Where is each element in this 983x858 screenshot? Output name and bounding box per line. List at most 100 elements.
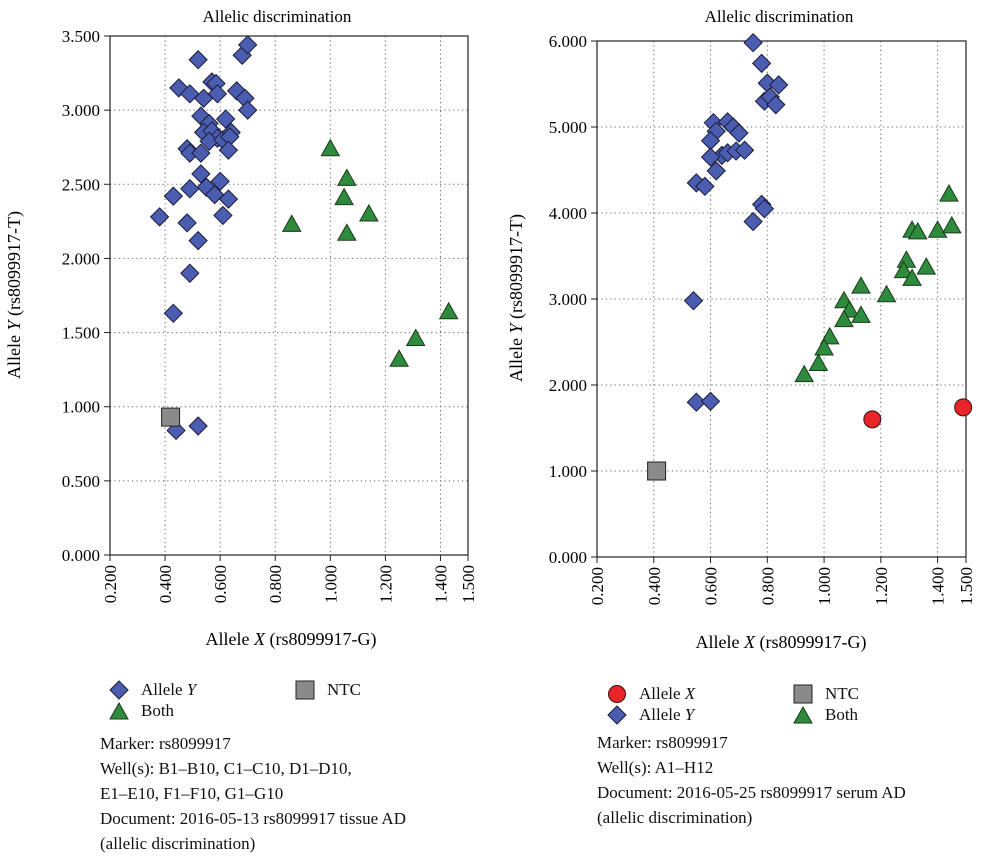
left-point-allele-y (191, 164, 211, 184)
left-point-ntc (161, 407, 181, 427)
right-y-tick-label: 3.000 (549, 290, 587, 309)
right-point-allele-y (706, 161, 726, 181)
right-chart: Allelic discrimination 0.000 1.000 2.000 3.… (506, 7, 976, 653)
right-x-tick-label: 0.400 (645, 567, 664, 605)
left-x-ticks: 0.200 0.400 0.600 0.800 1.000 1.200 1.400 1.500 (101, 555, 478, 603)
left-chart: Allelic discrimination 0.000 0.500 1.000 1.… (4, 7, 478, 650)
left-info: Marker: rs8099917 Well(s): B1–B10, C1–C1… (100, 731, 406, 856)
legend-square-icon (793, 684, 813, 704)
right-point-allele-y (734, 140, 755, 160)
right-y-tick-label: 6.000 (549, 32, 587, 51)
left-point-both (438, 301, 459, 320)
right-x-ticks: 0.200 0.400 0.600 0.800 1.000 1.200 1.400 1.500 (588, 557, 976, 605)
left-x-tick-label: 1.000 (321, 565, 340, 603)
right-y-tick-label: 0.000 (549, 548, 587, 567)
left-x-tick-label: 0.200 (101, 565, 120, 603)
right-point-allele-y (754, 198, 775, 219)
left-y-axis-label: Allele Y (rs8099917-T) (4, 211, 25, 379)
right-x-tick-label: 0.200 (588, 567, 607, 605)
left-y-tick-label: 3.500 (62, 27, 100, 46)
left-info-wells: Well(s): B1–B10, C1–C10, D1–D10, (100, 759, 352, 778)
left-point-allele-y (207, 84, 228, 104)
left-point-both (320, 138, 341, 157)
right-y-tick-label: 1.000 (549, 462, 587, 481)
right-point-allele-y (768, 75, 789, 95)
left-point-allele-y (180, 179, 200, 199)
left-info-marker: Marker: rs8099917 (100, 734, 231, 753)
right-point-allele-x (954, 398, 973, 417)
right-point-both (939, 184, 959, 202)
left-y-tick-label: 3.000 (62, 101, 100, 120)
legend-circle-icon (608, 685, 626, 703)
right-y-tick-label: 4.000 (549, 204, 587, 223)
left-point-allele-y (215, 109, 236, 129)
right-point-both (808, 353, 829, 371)
left-y-tick-label: 2.500 (62, 175, 100, 194)
left-grid (110, 36, 468, 555)
right-x-tick-label: 0.600 (702, 567, 721, 605)
left-point-allele-y (210, 171, 230, 192)
right-point-both (851, 276, 871, 294)
right-point-both (814, 338, 834, 356)
left-y-tick-label: 2.000 (62, 249, 100, 268)
right-x-tick-label: 1.200 (872, 567, 891, 605)
left-y-tick-label: 1.000 (62, 398, 100, 417)
right-y-ticks: 0.000 1.000 2.000 3.000 4.000 5.000 6.000 (549, 32, 597, 567)
left-y-ticks: 0.000 0.500 1.000 1.500 2.000 2.500 3.000 3.500 (62, 27, 110, 565)
right-point-both (902, 268, 922, 286)
right-point-both (851, 305, 871, 323)
left-x-tick-label: 1.400 (431, 565, 450, 603)
left-point-allele-y (163, 303, 184, 324)
left-x-tick-label: 1.200 (376, 565, 395, 603)
right-point-allele-y (700, 391, 721, 412)
left-point-both (389, 349, 410, 367)
right-y-tick-label: 5.000 (549, 118, 587, 137)
left-point-allele-y (163, 186, 184, 206)
legend-triangle-icon (109, 701, 129, 720)
left-x-tick-label: 0.800 (266, 565, 285, 603)
left-data-points (149, 35, 459, 441)
left-chart-title: Allelic discrimination (203, 7, 352, 26)
left-point-allele-y (237, 35, 258, 55)
right-point-allele-x (863, 410, 882, 429)
right-point-allele-y (751, 53, 772, 74)
left-x-tick-label: 1.500 (459, 565, 478, 603)
left-point-allele-y (188, 50, 208, 70)
right-x-tick-label: 1.400 (929, 567, 948, 605)
right-x-axis-label: Allele X (rs8099917-G) (696, 632, 867, 653)
right-point-allele-y (729, 123, 749, 143)
right-point-allele-y (686, 392, 707, 412)
left-point-both (405, 328, 426, 347)
left-point-allele-y (218, 189, 239, 209)
left-x-tick-label: 0.600 (211, 565, 230, 603)
left-point-allele-y (191, 143, 211, 163)
left-point-both (336, 168, 357, 186)
left-info-document-cont: (allelic discrimination) (100, 834, 256, 853)
legend-triangle-icon (793, 705, 813, 724)
right-info-marker: Marker: rs8099917 (597, 733, 728, 752)
right-point-both (794, 364, 815, 383)
left-point-allele-y (149, 207, 170, 227)
legend-diamond-icon (109, 680, 129, 700)
left-y-tick-label: 0.000 (62, 546, 100, 565)
left-info-wells-cont: E1–E10, F1–F10, G1–G10 (100, 784, 284, 803)
right-point-allele-y (683, 291, 704, 311)
right-point-ntc (647, 461, 667, 481)
right-point-allele-y (766, 94, 786, 115)
right-info-document-cont: (allelic discrimination) (597, 808, 753, 827)
left-y-tick-label: 1.500 (62, 324, 100, 343)
left-point-both (334, 187, 354, 206)
right-x-tick-label: 0.800 (758, 567, 777, 605)
right-point-allele-y (743, 211, 763, 232)
right-point-both (893, 260, 914, 279)
left-point-allele-y (218, 140, 239, 160)
left-y-tick-label: 0.500 (62, 472, 100, 491)
left-point-allele-y (180, 263, 200, 283)
right-info: Marker: rs8099917 Well(s): A1–H12 Docume… (597, 730, 906, 830)
left-point-allele-y (188, 416, 208, 436)
left-info-document: Document: 2016-05-13 rs8099917 tissue AD (100, 809, 406, 828)
right-info-wells: Well(s): A1–H12 (597, 758, 714, 777)
right-point-both (907, 221, 928, 240)
left-x-tick-label: 0.400 (156, 565, 175, 603)
legend-square-icon (295, 680, 315, 700)
